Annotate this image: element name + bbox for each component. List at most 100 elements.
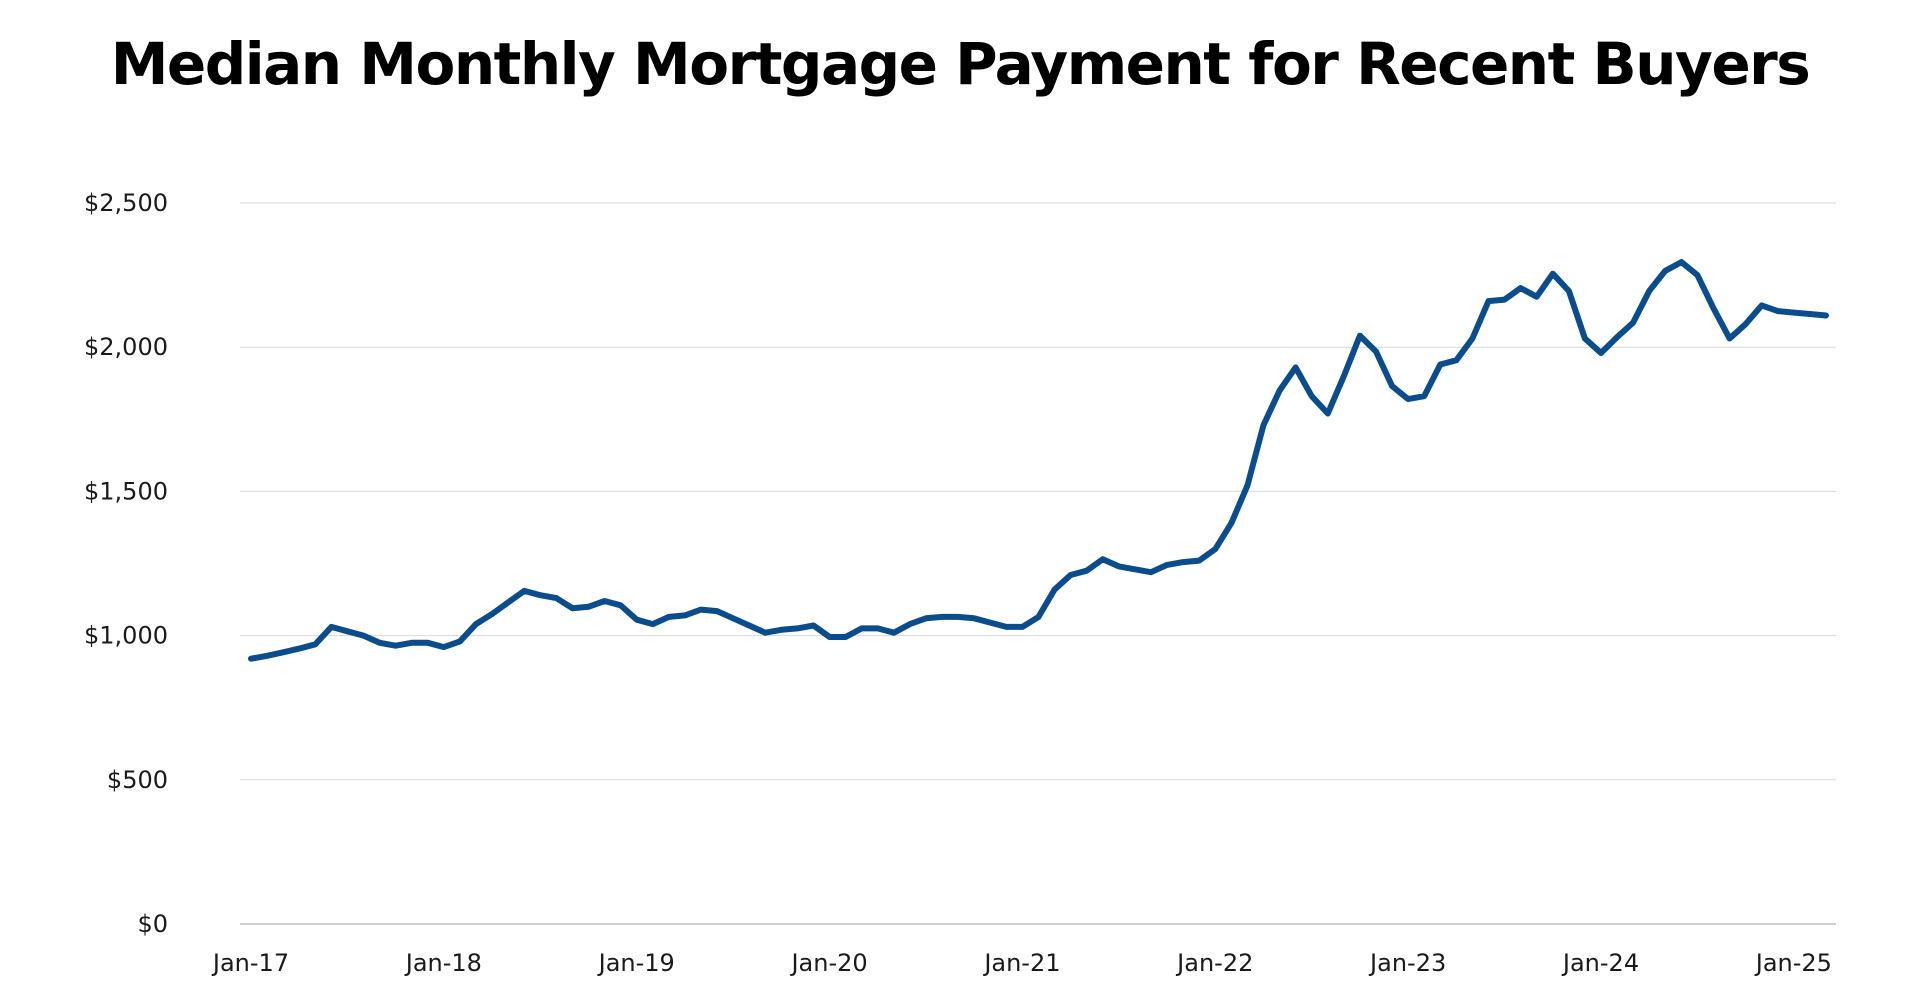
data-point xyxy=(1678,259,1684,265)
data-point xyxy=(393,643,399,649)
data-point xyxy=(1743,321,1749,327)
x-tick-label: Jan-24 xyxy=(1561,949,1639,977)
data-point xyxy=(1453,357,1459,363)
data-point xyxy=(553,595,560,601)
data-point xyxy=(1646,288,1652,294)
y-tick-label: $2,500 xyxy=(84,189,168,217)
data-point xyxy=(312,641,318,647)
data-point xyxy=(1244,483,1250,489)
data-point xyxy=(1582,335,1588,342)
data-point xyxy=(248,656,254,662)
data-point xyxy=(1003,624,1010,630)
data-point xyxy=(1710,305,1717,311)
chart-title: Median Monthly Mortgage Payment for Rece… xyxy=(110,30,1811,98)
y-tick-label: $2,000 xyxy=(84,333,168,361)
data-point xyxy=(1775,308,1781,314)
data-point xyxy=(585,604,592,610)
x-tick-label: Jan-19 xyxy=(597,949,675,977)
data-point xyxy=(1421,393,1427,399)
data-point xyxy=(425,640,431,646)
x-tick-label: Jan-25 xyxy=(1754,949,1832,977)
x-tick-label: Jan-20 xyxy=(789,949,867,977)
data-point xyxy=(1116,563,1122,570)
data-point xyxy=(264,653,270,659)
data-point xyxy=(1293,364,1299,370)
data-point xyxy=(457,638,463,645)
data-point xyxy=(1485,298,1492,304)
data-point xyxy=(602,598,608,604)
data-point xyxy=(1260,422,1267,428)
data-point xyxy=(1325,410,1331,417)
data-point xyxy=(1518,285,1524,291)
series-line xyxy=(248,259,1829,662)
x-tick-label: Jan-18 xyxy=(404,949,482,977)
data-point xyxy=(521,588,527,594)
data-point xyxy=(1566,288,1572,294)
data-point xyxy=(698,607,704,613)
data-point xyxy=(1807,311,1813,317)
data-point xyxy=(328,624,334,630)
data-point xyxy=(1791,310,1797,316)
data-point xyxy=(746,622,752,629)
data-point xyxy=(1727,335,1733,342)
data-point xyxy=(778,627,785,633)
data-point xyxy=(1341,373,1347,379)
data-point xyxy=(1405,396,1411,402)
data-point xyxy=(1132,566,1138,572)
data-point xyxy=(489,611,495,617)
data-point xyxy=(1228,520,1234,526)
data-point xyxy=(891,630,897,636)
data-point xyxy=(1084,568,1090,574)
data-point xyxy=(569,605,576,611)
data-point xyxy=(859,625,865,632)
data-point xyxy=(955,614,961,620)
data-point xyxy=(1052,586,1058,593)
y-tick-label: $1,500 xyxy=(84,477,168,505)
data-point xyxy=(1164,562,1170,568)
data-point xyxy=(505,599,511,606)
data-point xyxy=(1759,302,1765,308)
data-point xyxy=(1277,387,1283,394)
x-tick-label: Jan-17 xyxy=(211,949,289,977)
data-point xyxy=(730,615,736,621)
data-point xyxy=(1148,569,1154,575)
data-point xyxy=(1614,334,1620,340)
data-point xyxy=(360,633,367,639)
data-point xyxy=(280,649,286,655)
y-tick-label: $0 xyxy=(137,910,168,938)
data-point xyxy=(1196,558,1202,564)
data-point xyxy=(907,621,913,627)
data-point xyxy=(344,628,350,634)
data-point xyxy=(618,602,624,608)
data-point xyxy=(441,644,447,650)
data-point xyxy=(1550,271,1556,277)
data-point xyxy=(1309,393,1315,399)
data-point xyxy=(714,608,720,614)
data-point xyxy=(1469,335,1475,342)
data-point xyxy=(1212,546,1218,552)
data-point xyxy=(409,640,415,646)
data-point xyxy=(1389,383,1395,389)
data-point xyxy=(810,622,817,629)
data-point xyxy=(971,615,977,621)
data-point xyxy=(1019,624,1025,630)
data-point xyxy=(1694,272,1700,278)
data-point xyxy=(377,640,383,646)
data-point xyxy=(1630,320,1636,326)
data-point xyxy=(682,612,688,619)
data-point xyxy=(1035,614,1042,620)
data-point xyxy=(794,625,801,632)
data-point xyxy=(1534,294,1540,300)
gridlines xyxy=(240,202,1836,925)
data-point xyxy=(296,646,302,652)
data-point xyxy=(1357,333,1363,339)
series-layer xyxy=(248,259,1829,662)
x-tick-label: Jan-23 xyxy=(1368,949,1446,977)
data-point xyxy=(939,614,945,620)
data-point xyxy=(1823,312,1829,319)
data-point xyxy=(762,630,768,636)
data-point xyxy=(473,621,479,627)
data-point xyxy=(1598,350,1604,356)
y-tick-label: $1,000 xyxy=(84,622,168,650)
